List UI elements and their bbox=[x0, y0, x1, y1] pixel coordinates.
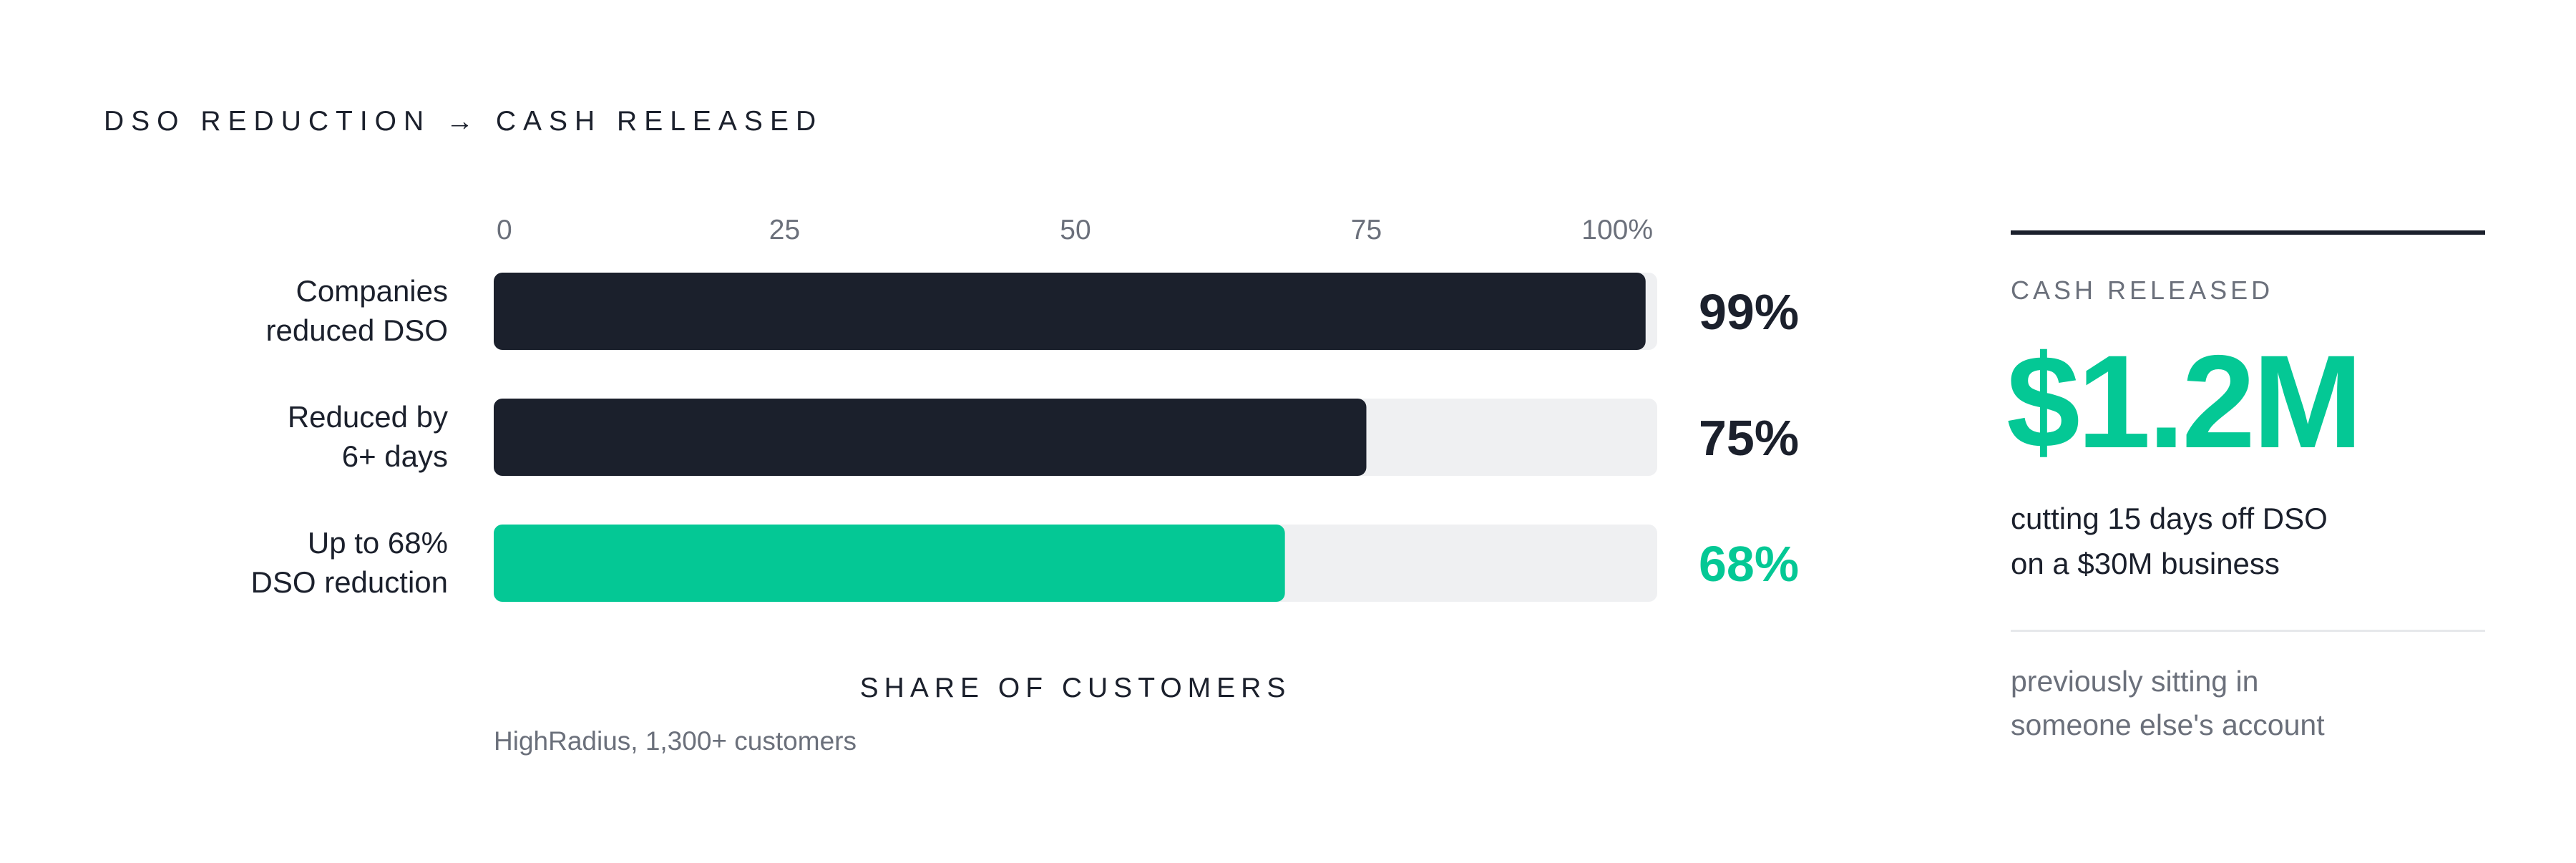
category-label: Up to 68% bbox=[308, 526, 448, 560]
side-note: previously sitting in someone else's acc… bbox=[2011, 660, 2483, 747]
x-tick-label: 25 bbox=[769, 215, 800, 245]
side-top-rule bbox=[2011, 230, 2485, 235]
value-label: 99% bbox=[1699, 284, 1799, 340]
value-label: 75% bbox=[1699, 410, 1799, 466]
side-note-line: someone else's account bbox=[2011, 708, 2325, 741]
x-axis-title: SHARE OF CUSTOMERS bbox=[860, 673, 1292, 703]
side-description-line: cutting 15 days off DSO bbox=[2011, 502, 2328, 535]
bar bbox=[494, 273, 1646, 350]
x-tick-label: 0 bbox=[497, 215, 512, 245]
chart-title: DSO REDUCTION → CASH RELEASED bbox=[104, 106, 824, 137]
category-label: Reduced by bbox=[288, 400, 448, 434]
side-label: CASH RELEASED bbox=[2011, 276, 2274, 305]
category-label: reduced DSO bbox=[266, 313, 448, 347]
side-description-line: on a $30M business bbox=[2011, 547, 2280, 580]
category-label: 6+ days bbox=[342, 439, 448, 473]
bar bbox=[494, 525, 1285, 602]
x-tick-label: 75 bbox=[1351, 215, 1382, 245]
source-note: HighRadius, 1,300+ customers bbox=[494, 726, 857, 756]
x-tick-label: 100% bbox=[1581, 215, 1653, 245]
side-divider bbox=[2011, 630, 2485, 632]
category-label: Companies bbox=[296, 274, 448, 308]
value-label: 68% bbox=[1699, 536, 1799, 592]
side-description: cutting 15 days off DSO on a $30M busine… bbox=[2011, 496, 2483, 586]
cash-released-value: $1.2M bbox=[2006, 328, 2363, 476]
bar bbox=[494, 399, 1367, 476]
x-tick-label: 50 bbox=[1060, 215, 1091, 245]
side-note-line: previously sitting in bbox=[2011, 665, 2259, 698]
category-label: DSO reduction bbox=[251, 565, 448, 599]
